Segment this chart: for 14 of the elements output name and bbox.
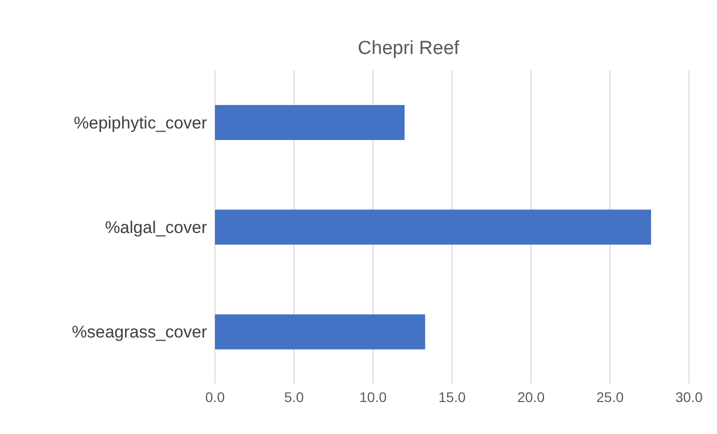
x-tick-label: 25.0 [596, 388, 624, 405]
chart-title: Chepri Reef [356, 37, 460, 60]
x-tick-label: 5.0 [284, 388, 304, 405]
y-tick-label: %seagrass_cover [72, 322, 208, 342]
bar [215, 105, 405, 140]
y-tick-label: %epiphytic_cover [74, 113, 208, 132]
bar [215, 314, 426, 350]
x-tick-label: 0.0 [205, 388, 225, 405]
bar [215, 210, 652, 245]
x-tick-label: 15.0 [438, 388, 466, 405]
x-tick-label: 30.0 [675, 388, 703, 405]
y-tick-label: %algal_cover [104, 218, 208, 238]
x-tick-label: 20.0 [517, 388, 545, 405]
x-tick-label: 10.0 [359, 388, 387, 405]
